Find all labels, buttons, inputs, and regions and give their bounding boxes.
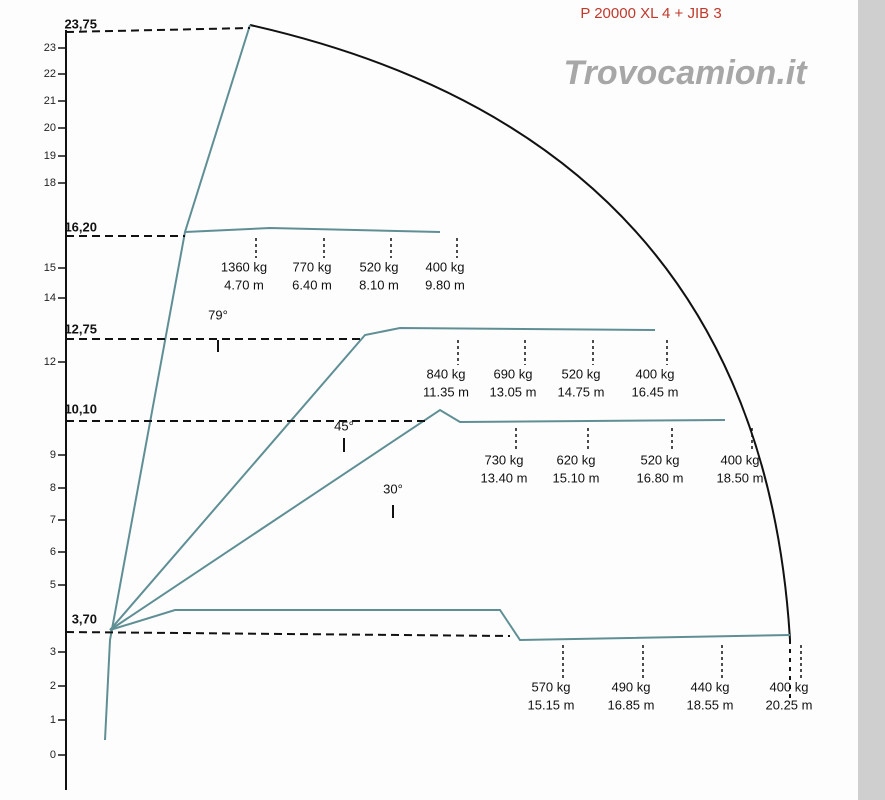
- boom-79: [104, 24, 251, 741]
- load-value: 1360 kg: [221, 259, 267, 274]
- reach-value: 14.75 m: [558, 384, 605, 399]
- load-value: 400 kg: [635, 366, 674, 381]
- level-label: 3,70: [72, 611, 97, 626]
- y-tick-label: 3: [50, 646, 56, 658]
- load-value: 520 kg: [561, 366, 600, 381]
- y-tick-label: 5: [50, 579, 56, 591]
- booms: [104, 24, 791, 741]
- angle-label: 79°: [208, 307, 228, 322]
- load-value: 770 kg: [292, 259, 331, 274]
- level-label: 23,75: [64, 16, 97, 31]
- load-value: 440 kg: [690, 679, 729, 694]
- y-tick-label: 9: [50, 449, 56, 461]
- y-tick-label: 7: [50, 514, 56, 526]
- load-value: 690 kg: [493, 366, 532, 381]
- jib-79: [184, 226, 441, 233]
- reach-value: 11.35 m: [423, 384, 469, 399]
- boom-45: [109, 326, 656, 631]
- level-label: 10,10: [64, 401, 97, 416]
- load-value: 520 kg: [640, 452, 679, 467]
- y-tick-label: 19: [44, 150, 56, 162]
- reach-value: 13.05 m: [490, 384, 537, 399]
- y-tick-label: 20: [44, 122, 56, 134]
- reach-value: 16.45 m: [632, 384, 679, 399]
- y-tick-label: 1: [50, 714, 56, 726]
- reach-value: 16.85 m: [608, 697, 655, 712]
- load-value: 520 kg: [359, 259, 398, 274]
- reach-value: 9.80 m: [425, 277, 465, 292]
- reach-value: 16.80 m: [637, 470, 684, 485]
- reach-value: 20.25 m: [766, 697, 813, 712]
- boom-30: [109, 408, 726, 631]
- level-label: 12,75: [64, 321, 97, 336]
- level-lines: [65, 27, 511, 637]
- envelope-arc: [249, 24, 791, 641]
- y-tick-label: 15: [44, 262, 56, 274]
- y-tick-label: 18: [44, 177, 56, 189]
- load-value: 400 kg: [425, 259, 464, 274]
- reach-value: 8.10 m: [359, 277, 399, 292]
- reach-value: 13.40 m: [481, 470, 528, 485]
- angle-label: 45°: [334, 418, 354, 433]
- y-tick-label: 0: [50, 749, 56, 761]
- reach-value: 15.15 m: [528, 697, 575, 712]
- reach-value: 15.10 m: [553, 470, 600, 485]
- reach-value: 4.70 m: [224, 277, 264, 292]
- y-tick-label: 12: [44, 356, 56, 368]
- load-value: 840 kg: [426, 366, 465, 381]
- angle-marks: [217, 340, 394, 518]
- level-line: [65, 27, 251, 33]
- y-tick-label: 21: [44, 95, 56, 107]
- load-value: 400 kg: [720, 452, 759, 467]
- y-tick-label: 23: [44, 42, 56, 54]
- y-tick-label: 6: [50, 546, 56, 558]
- watermark: Trovocamion.it: [563, 54, 808, 92]
- reach-value: 18.55 m: [687, 697, 734, 712]
- y-tick-label: 14: [44, 292, 56, 304]
- load-value: 570 kg: [531, 679, 570, 694]
- boom-0: [109, 609, 791, 642]
- level-label: 16,20: [64, 219, 97, 234]
- load-value: 400 kg: [769, 679, 808, 694]
- load-value: 490 kg: [611, 679, 650, 694]
- level-line: [65, 631, 511, 637]
- y-tick-label: 8: [50, 482, 56, 494]
- load-value: 620 kg: [556, 452, 595, 467]
- y-tick-label: 22: [44, 68, 56, 80]
- y-tick-label: 2: [50, 680, 56, 692]
- load-value: 730 kg: [484, 452, 523, 467]
- title: P 20000 XL 4 + JIB 3: [580, 5, 721, 22]
- reach-value: 18.50 m: [717, 470, 764, 485]
- paper: [0, 0, 858, 800]
- angle-label: 30°: [383, 481, 403, 496]
- reach-value: 6.40 m: [292, 277, 332, 292]
